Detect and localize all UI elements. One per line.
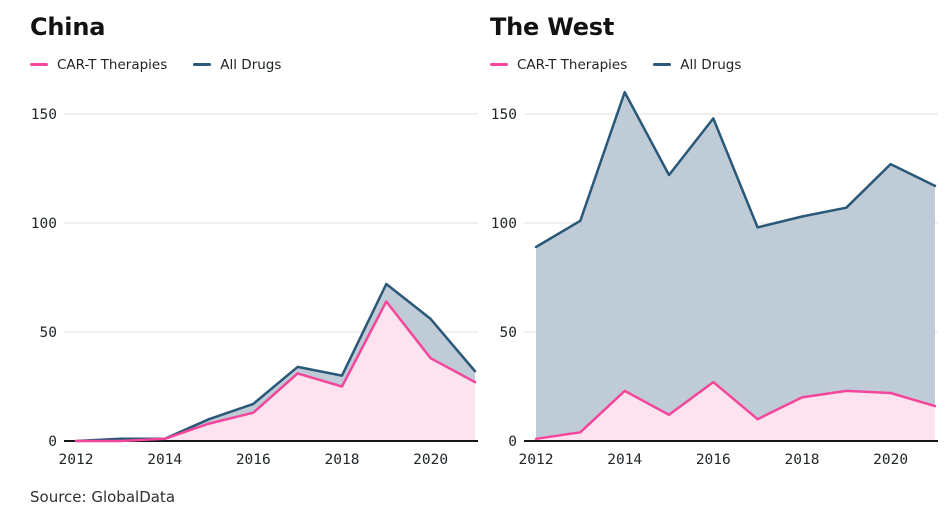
legend-item-cart: CAR-T Therapies bbox=[490, 57, 627, 73]
source-credit: Source: GlobalData bbox=[30, 487, 176, 506]
china-chart-title: China bbox=[30, 13, 106, 41]
all-drugs-line bbox=[534, 90, 937, 248]
x-tick-label: 2018 bbox=[325, 452, 360, 468]
x-tick-label: 2016 bbox=[236, 452, 271, 468]
cart-line-swatch-icon bbox=[30, 62, 48, 67]
legend-item-all-drugs: All Drugs bbox=[653, 57, 741, 73]
car-t-therapies-area bbox=[76, 301, 475, 441]
legend-item-cart: CAR-T Therapies bbox=[30, 57, 167, 73]
all-drugs-line-swatch-icon bbox=[653, 62, 672, 67]
y-tick-label: 0 bbox=[48, 434, 57, 450]
y-tick-label: 50 bbox=[500, 325, 517, 341]
legend-label-cart: CAR-T Therapies bbox=[57, 56, 168, 73]
y-tick-label: 150 bbox=[491, 107, 517, 123]
car-t-therapies-area bbox=[536, 381, 935, 441]
legend-label-all-drugs: All Drugs bbox=[220, 56, 282, 73]
all-drugs-area bbox=[536, 91, 935, 441]
charts-row: China CAR-T Therapies All Drugs 0 50 100 15… bbox=[30, 13, 938, 478]
y-tick-label: 150 bbox=[31, 107, 57, 123]
x-tick-label: 2012 bbox=[519, 452, 554, 468]
west-chart-title: The West bbox=[490, 13, 615, 41]
car-t-therapies-line bbox=[74, 299, 477, 442]
x-tick-label: 2014 bbox=[147, 452, 182, 468]
y-tick-label: 100 bbox=[491, 216, 517, 232]
china-legend: CAR-T Therapies All Drugs bbox=[30, 56, 478, 74]
y-tick-label: 100 bbox=[31, 216, 57, 232]
west-legend: CAR-T Therapies All Drugs bbox=[490, 56, 938, 74]
legend-item-all-drugs: All Drugs bbox=[193, 57, 281, 73]
legend-label-all-drugs: All Drugs bbox=[680, 56, 742, 73]
legend-label-cart: CAR-T Therapies bbox=[517, 56, 628, 73]
x-tick-label: 2012 bbox=[59, 452, 94, 468]
west-chart-canvas: 0 50 100 150 2012 2014 2016 2018 2020 bbox=[491, 90, 938, 468]
y-tick-label: 0 bbox=[508, 434, 517, 450]
west-panel: The West CAR-T Therapies All Drugs 0 50 10… bbox=[490, 13, 938, 478]
china-chart-canvas: 0 50 100 150 2012 2014 2016 2018 2020 bbox=[31, 107, 478, 468]
x-tick-label: 2016 bbox=[696, 452, 731, 468]
x-tick-label: 2020 bbox=[873, 452, 908, 468]
x-tick-label: 2020 bbox=[413, 452, 448, 468]
x-tick-label: 2018 bbox=[785, 452, 820, 468]
cart-line-swatch-icon bbox=[490, 62, 508, 67]
china-panel: China CAR-T Therapies All Drugs 0 50 100 15… bbox=[30, 13, 478, 478]
y-tick-label: 50 bbox=[40, 325, 57, 341]
all-drugs-line-swatch-icon bbox=[193, 62, 212, 67]
x-tick-label: 2014 bbox=[607, 452, 642, 468]
car-t-therapies-line bbox=[534, 380, 937, 440]
